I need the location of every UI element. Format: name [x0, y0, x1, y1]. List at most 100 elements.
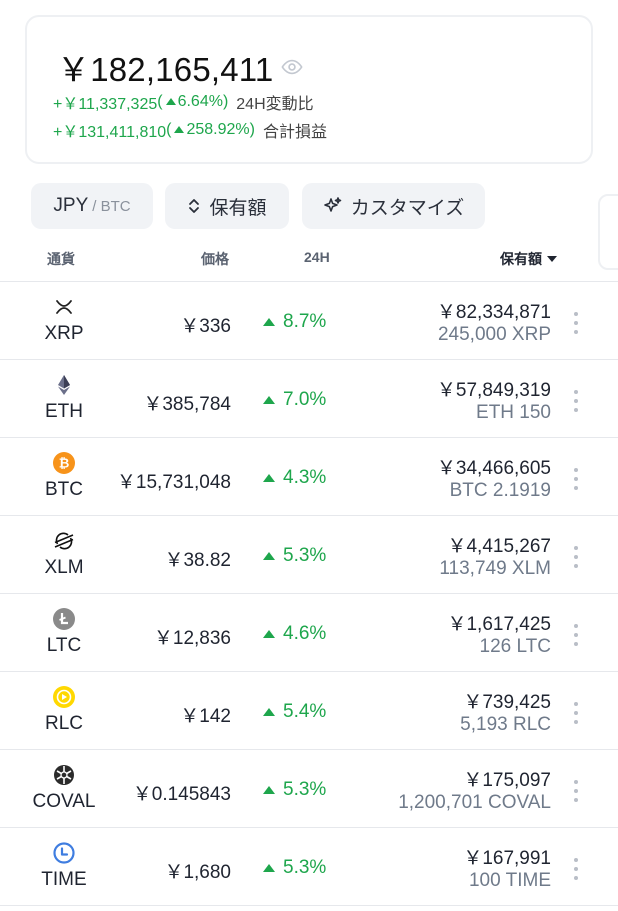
coin-price: ￥1,680	[164, 862, 231, 883]
coin-change: 5.3%	[263, 857, 326, 879]
holding-amount: BTC 2.1919	[449, 480, 551, 501]
table-row[interactable]: ETH ￥385,784 7.0% ￥57,849,319 ETH 150	[0, 360, 618, 438]
coin-symbol: LTC	[46, 635, 82, 656]
holding-value: ￥4,415,267	[447, 536, 551, 557]
btc-icon: ₿	[53, 452, 75, 474]
ltc-icon	[53, 608, 75, 630]
eye-icon[interactable]	[281, 56, 304, 78]
coval-icon	[53, 764, 75, 786]
xlm-icon	[53, 530, 75, 552]
sort-desc-icon	[547, 256, 557, 262]
header-holdings[interactable]: 保有額	[500, 249, 557, 269]
header-price[interactable]: 価格	[201, 251, 229, 267]
more-options-icon[interactable]	[571, 390, 581, 412]
up-arrow-icon	[263, 708, 275, 716]
coin-price: ￥12,836	[153, 628, 231, 649]
header-currency[interactable]: 通貨	[47, 251, 75, 267]
portfolio-summary-card: ￥182,165,411 +￥11,337,325 ( 6.64% ) 24H変…	[25, 15, 593, 164]
header-holdings-label: 保有額	[500, 251, 542, 267]
up-arrow-icon	[174, 125, 185, 133]
up-arrow-icon	[263, 474, 275, 482]
coin-symbol: ETH	[45, 401, 83, 422]
up-arrow-icon	[263, 786, 275, 794]
total-pl-label: 合計損益	[262, 124, 327, 141]
coin-change: 4.3%	[263, 467, 326, 489]
customize-label: カスタマイズ	[350, 197, 465, 219]
coin-change: 5.4%	[263, 701, 326, 723]
sort-icon	[187, 197, 201, 215]
holding-value: ￥82,334,871	[436, 302, 551, 323]
change-24h-pct: 6.64%	[177, 93, 223, 110]
holding-amount: 5,193 RLC	[460, 714, 551, 735]
customize-button[interactable]: カスタマイズ	[302, 183, 485, 229]
header-divider	[0, 281, 618, 282]
sort-label: 保有額	[209, 197, 267, 219]
change-24h-label: 24H変動比	[236, 96, 314, 113]
more-options-icon[interactable]	[571, 858, 581, 880]
holding-value: ￥1,617,425	[447, 614, 551, 635]
change-24h-line: +￥11,337,325 ( 6.64% ) 24H変動比	[53, 90, 314, 114]
change-24h-amount: +￥11,337,325	[53, 96, 158, 113]
coin-symbol: XLM	[44, 557, 84, 578]
sparkle-icon	[323, 196, 343, 216]
holding-amount: 1,200,701 COVAL	[398, 792, 551, 813]
more-options-icon[interactable]	[571, 624, 581, 646]
holding-amount: 245,000 XRP	[437, 324, 551, 345]
total-balance: ￥182,165,411	[57, 43, 304, 91]
more-options-icon[interactable]	[571, 312, 581, 334]
coin-price: ￥0.145843	[132, 784, 231, 805]
table-row[interactable]: XRP ￥336 8.7% ￥82,334,871 245,000 XRP	[0, 282, 618, 360]
up-arrow-icon	[263, 552, 275, 560]
coin-change: 4.6%	[263, 623, 326, 645]
currency-sub: / BTC	[92, 197, 131, 215]
header-24h[interactable]: 24H	[304, 249, 330, 265]
coin-symbol: XRP	[44, 323, 84, 344]
currency-main: JPY	[53, 195, 89, 216]
holding-amount: 126 LTC	[479, 636, 551, 657]
table-row[interactable]: TIME ￥1,680 5.3% ￥167,991 100 TIME	[0, 828, 618, 906]
up-arrow-icon	[165, 97, 176, 105]
rlc-icon	[53, 686, 75, 708]
more-options-icon[interactable]	[571, 780, 581, 802]
coin-symbol: BTC	[45, 479, 83, 500]
coin-symbol: TIME	[41, 869, 87, 890]
svg-text:₿: ₿	[59, 457, 70, 472]
coin-change: 5.3%	[263, 779, 326, 801]
currency-toggle-button[interactable]: JPY / BTC	[31, 183, 153, 229]
total-pl-pct: 258.92%	[186, 121, 250, 138]
holding-value: ￥739,425	[463, 692, 551, 713]
offscreen-panel-edge[interactable]	[598, 194, 618, 270]
total-pl-amount: +￥131,411,810	[53, 124, 167, 141]
table-row[interactable]: LTC ￥12,836 4.6% ￥1,617,425 126 LTC	[0, 594, 618, 672]
up-arrow-icon	[263, 864, 275, 872]
coin-change: 7.0%	[263, 389, 326, 411]
up-arrow-icon	[263, 318, 275, 326]
table-row[interactable]: ₿ BTC ￥15,731,048 4.3% ￥34,466,605 BTC 2…	[0, 438, 618, 516]
holding-amount: 113,749 XLM	[439, 558, 551, 579]
total-pl-line: +￥131,411,810 ( 258.92% ) 合計損益	[53, 118, 327, 142]
sort-by-holdings-button[interactable]: 保有額	[165, 183, 289, 229]
holding-value: ￥175,097	[463, 770, 551, 791]
up-arrow-icon	[263, 396, 275, 404]
coin-symbol: COVAL	[32, 791, 96, 812]
holding-amount: ETH 150	[476, 402, 551, 423]
table-row[interactable]: COVAL ￥0.145843 5.3% ￥175,097 1,200,701 …	[0, 750, 618, 828]
holding-value: ￥57,849,319	[436, 380, 551, 401]
more-options-icon[interactable]	[571, 546, 581, 568]
coin-change: 5.3%	[263, 545, 326, 567]
coin-price: ￥385,784	[143, 394, 231, 415]
coin-price: ￥15,731,048	[116, 472, 231, 493]
coin-price: ￥142	[180, 706, 231, 727]
up-arrow-icon	[263, 630, 275, 638]
time-icon	[53, 842, 75, 864]
holding-amount: 100 TIME	[468, 870, 551, 891]
table-row[interactable]: RLC ￥142 5.4% ￥739,425 5,193 RLC	[0, 672, 618, 750]
holding-value: ￥34,466,605	[436, 458, 551, 479]
xrp-icon	[53, 296, 75, 318]
table-row[interactable]: XLM ￥38.82 5.3% ￥4,415,267 113,749 XLM	[0, 516, 618, 594]
coin-change: 8.7%	[263, 311, 326, 333]
more-options-icon[interactable]	[571, 468, 581, 490]
more-options-icon[interactable]	[571, 702, 581, 724]
coin-price: ￥336	[180, 316, 231, 337]
coin-symbol: RLC	[44, 713, 83, 734]
